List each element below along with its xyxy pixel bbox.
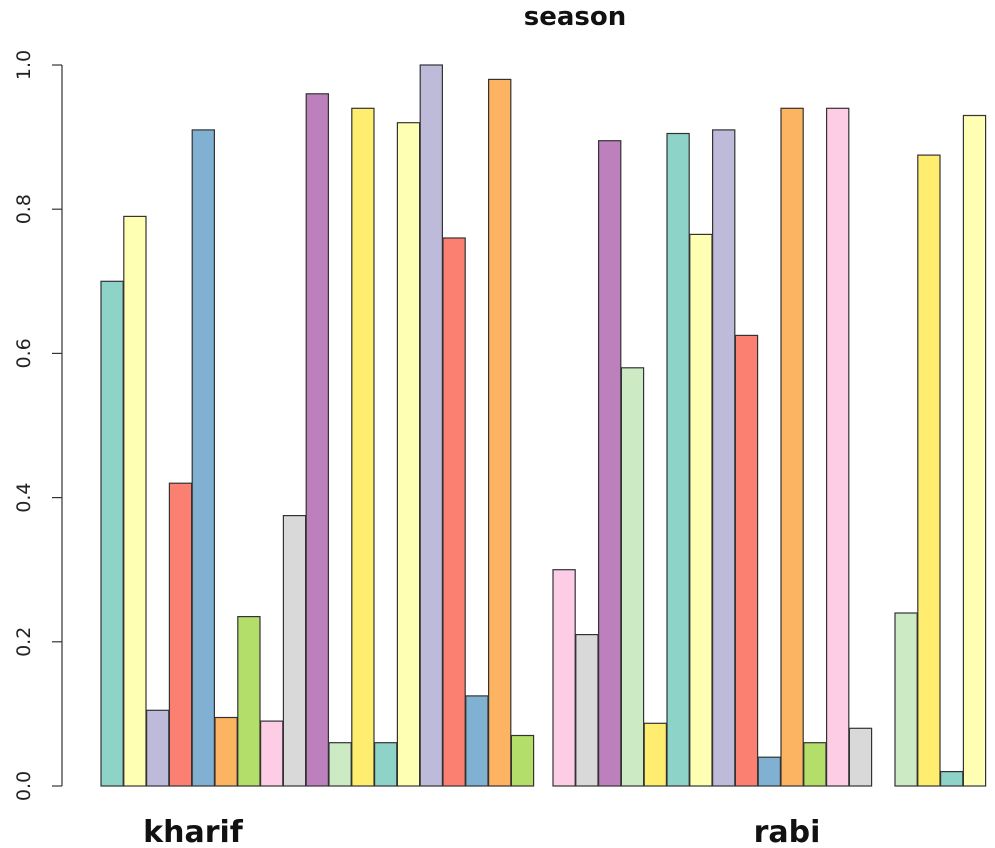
bar-kharif-18 (488, 78, 512, 787)
bar-rabi-17 (917, 154, 941, 787)
bar-kharif-15 (419, 64, 444, 787)
bar-kharif-1 (100, 280, 124, 787)
bar-kharif-11 (328, 742, 352, 787)
bar-rabi-18 (939, 770, 964, 787)
bar-rabi-16 (894, 612, 918, 787)
bar-kharif-2 (123, 215, 147, 787)
bar-rabi-14 (848, 727, 873, 787)
bar-rabi-4 (620, 367, 645, 787)
bar-rabi-9 (734, 334, 759, 787)
bar-kharif-19 (510, 734, 535, 787)
y-tick-label: 1.0 (13, 50, 35, 80)
bar-rabi-13 (825, 107, 850, 787)
bar-rabi-12 (803, 742, 827, 787)
bar-kharif-6 (214, 716, 238, 787)
bar-rabi-1 (552, 569, 576, 787)
y-axis: 0.0 0.2 0.4 0.6 0.8 1.0 (13, 50, 63, 801)
bar-kharif-5 (191, 129, 215, 787)
bar-rabi-5 (643, 722, 668, 787)
y-tick-label: 0.8 (13, 194, 35, 224)
group-labels: kharif rabi (143, 815, 820, 848)
y-tick-label: 0.2 (13, 627, 35, 657)
bar-kharif-10 (305, 93, 330, 787)
bars (100, 64, 987, 787)
bar-kharif-8 (260, 720, 284, 787)
y-tick-label: 0.4 (13, 482, 35, 512)
bar-kharif-13 (374, 742, 398, 787)
bar-kharif-9 (282, 514, 307, 787)
chart-title: season (524, 2, 627, 32)
bar-rabi-7 (689, 233, 713, 787)
bar-rabi-11 (780, 107, 804, 787)
bar-rabi-10 (757, 756, 782, 787)
y-tick-label: 0.0 (13, 771, 35, 801)
bar-rabi-19 (962, 114, 987, 787)
bar-kharif-17 (465, 695, 489, 787)
y-tick-label: 0.6 (13, 338, 35, 368)
bar-kharif-16 (442, 237, 466, 787)
group-label-rabi: rabi (754, 815, 821, 848)
bar-kharif-14 (396, 122, 421, 787)
group-label-kharif: kharif (143, 815, 244, 848)
bar-rabi-2 (575, 633, 599, 787)
bar-rabi-8 (711, 129, 736, 787)
bar-rabi-6 (666, 132, 690, 787)
bar-kharif-4 (168, 482, 193, 787)
bar-kharif-7 (237, 615, 261, 787)
bar-rabi-3 (597, 140, 622, 787)
bar-kharif-3 (146, 709, 170, 787)
bar-kharif-12 (351, 107, 375, 787)
